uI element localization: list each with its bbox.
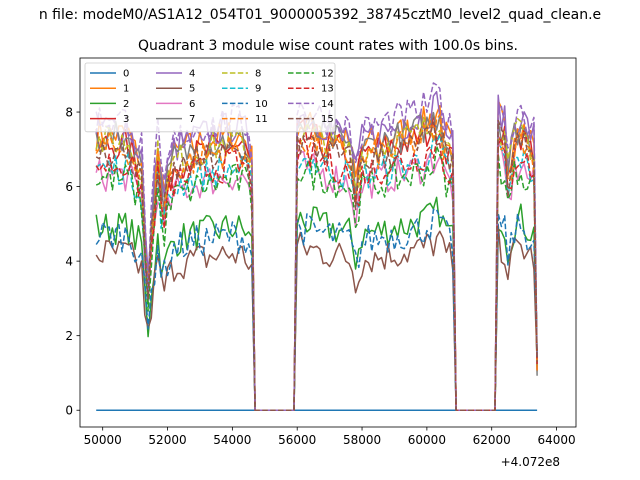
y-tick-label: 6 (65, 180, 73, 194)
axis-ticks: 50000 52000 54000 56000 58000 60000 62000 64000… (65, 106, 575, 447)
x-tick-label: 62000 (473, 433, 511, 447)
x-tick-label: 54000 (213, 433, 251, 447)
legend-label-14: 14 (321, 99, 334, 110)
legend-label-5: 5 (189, 84, 195, 95)
y-tick-label: 4 (65, 255, 73, 269)
series-line-10 (95, 208, 538, 411)
legend-label-13: 13 (321, 84, 334, 95)
legend-label-15: 15 (321, 114, 334, 125)
legend-label-10: 10 (255, 99, 268, 110)
y-tick-label: 2 (65, 329, 73, 343)
legend-label-9: 9 (255, 84, 261, 95)
series-line-1 (95, 99, 538, 411)
legend-label-8: 8 (255, 69, 261, 80)
x-tick-label: 56000 (278, 433, 316, 447)
legend-label-2: 2 (123, 99, 129, 110)
x-tick-label: 50000 (84, 433, 122, 447)
legend-label-4: 4 (189, 69, 195, 80)
x-tick-label: 60000 (408, 433, 446, 447)
legend-label-1: 1 (123, 84, 129, 95)
series-line-15 (95, 119, 538, 411)
x-tick-label: 52000 (148, 433, 186, 447)
legend-box (84, 62, 336, 133)
series-line-9 (95, 134, 538, 411)
series-line-5 (95, 224, 538, 411)
chart-title: Quadrant 3 module wise count rates with … (138, 38, 518, 54)
legend-label-12: 12 (321, 69, 334, 80)
y-tick-label: 0 (65, 404, 73, 418)
legend-label-11: 11 (255, 114, 268, 125)
x-tick-label: 64000 (537, 433, 575, 447)
y-tick-label: 8 (65, 106, 73, 120)
x-tick-label: 58000 (343, 433, 381, 447)
suptitle: n file: modeM0/AS1A12_054T01_9000005392_… (39, 7, 601, 23)
legend-label-7: 7 (189, 114, 195, 125)
legend-label-0: 0 (123, 69, 129, 80)
legend-label-6: 6 (189, 99, 195, 110)
plot-frame (79, 57, 577, 428)
x-offset-label: +4.072e8 (501, 455, 560, 469)
legend-label-3: 3 (123, 114, 129, 125)
